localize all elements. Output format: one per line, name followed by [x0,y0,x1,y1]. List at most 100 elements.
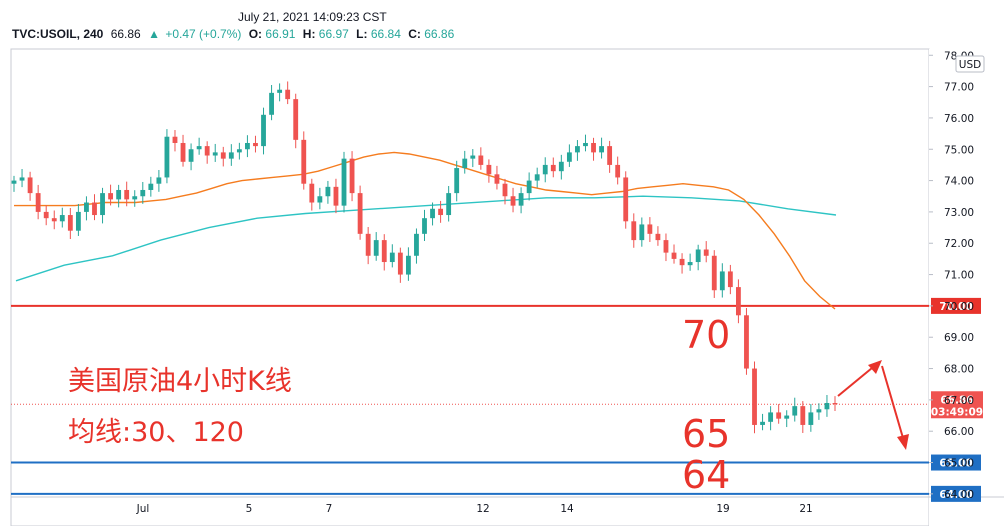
candle[interactable] [365,227,371,265]
candle[interactable] [687,253,693,271]
candle[interactable] [695,244,701,271]
candle[interactable] [784,410,790,428]
candle[interactable] [744,307,749,375]
candle[interactable] [180,134,186,167]
candle[interactable] [381,234,387,271]
candle[interactable] [768,406,774,431]
price-axis[interactable] [929,49,1004,526]
currency-badge[interactable] [955,55,985,73]
candle[interactable] [196,137,202,155]
candle[interactable] [84,196,89,221]
candle[interactable] [35,184,41,220]
candle[interactable] [59,207,65,228]
candle[interactable] [148,176,154,197]
candle[interactable] [502,178,508,205]
candle[interactable] [478,147,484,170]
plot-area[interactable] [10,48,930,526]
candle[interactable] [647,217,653,242]
candle[interactable] [550,157,556,178]
candle[interactable] [422,209,427,241]
candle[interactable] [615,156,621,185]
candle[interactable] [397,247,403,283]
candle[interactable] [75,203,81,236]
candle[interactable] [108,184,114,206]
candle[interactable] [11,175,17,192]
candle[interactable] [566,144,572,167]
candle[interactable] [293,93,299,149]
candle[interactable] [373,232,379,261]
candle[interactable] [792,397,798,422]
candle[interactable] [285,81,291,105]
candle[interactable] [261,107,266,155]
candle[interactable] [607,140,613,173]
candle[interactable] [470,149,476,168]
candle[interactable] [43,205,49,226]
candle[interactable] [591,137,596,161]
candle[interactable] [277,83,283,102]
forecast-arrow-up[interactable] [837,360,882,397]
candle[interactable] [719,263,725,298]
candle[interactable] [776,404,782,424]
candle[interactable] [389,244,395,268]
candle[interactable] [67,208,73,240]
candle[interactable] [510,187,516,213]
candle[interactable] [100,187,105,224]
candle[interactable] [486,159,492,183]
candle[interactable] [518,187,524,214]
candle[interactable] [220,146,226,167]
candle[interactable] [583,134,588,152]
candle[interactable] [663,233,669,262]
candle[interactable] [309,178,315,211]
candle[interactable] [623,171,629,229]
candle[interactable] [711,250,717,298]
candle[interactable] [438,200,444,223]
candle[interactable] [414,228,419,264]
candle[interactable] [526,172,532,201]
candle[interactable] [156,170,162,192]
candle[interactable] [116,184,122,208]
candle[interactable] [51,210,57,230]
candle[interactable] [679,253,685,274]
candle[interactable] [542,157,548,183]
candle[interactable] [341,151,347,213]
candle[interactable] [631,213,637,248]
candle[interactable] [132,190,138,207]
candle[interactable] [236,142,242,160]
candle[interactable] [832,396,838,411]
candle[interactable] [735,279,741,324]
forecast-arrow-down[interactable] [881,365,909,450]
candle[interactable] [639,217,645,247]
candle[interactable] [349,151,355,202]
candle[interactable] [124,181,130,207]
candle[interactable] [575,140,580,161]
candle[interactable] [727,264,733,295]
candle[interactable] [204,141,210,164]
candle[interactable] [228,144,234,166]
candle[interactable] [19,169,25,188]
candle[interactable] [816,403,822,420]
candle[interactable] [27,171,33,201]
candle[interactable] [172,130,178,152]
candle[interactable] [446,186,452,222]
candle[interactable] [824,394,830,417]
candle[interactable] [494,165,500,190]
candle[interactable] [212,143,218,162]
candle[interactable] [325,180,331,204]
candle[interactable] [253,135,258,153]
candle[interactable] [301,131,307,190]
candle[interactable] [269,85,274,121]
candle[interactable] [164,129,170,184]
candle[interactable] [671,244,677,264]
candle[interactable] [534,167,540,188]
candle[interactable] [405,247,411,281]
candle[interactable] [655,226,661,246]
candle[interactable] [760,413,765,431]
candle[interactable] [558,154,564,180]
candle[interactable] [92,194,97,221]
candle[interactable] [454,160,460,202]
candle[interactable] [333,178,339,214]
candle[interactable] [317,187,323,210]
candle[interactable] [245,135,250,158]
candle[interactable] [357,185,363,240]
